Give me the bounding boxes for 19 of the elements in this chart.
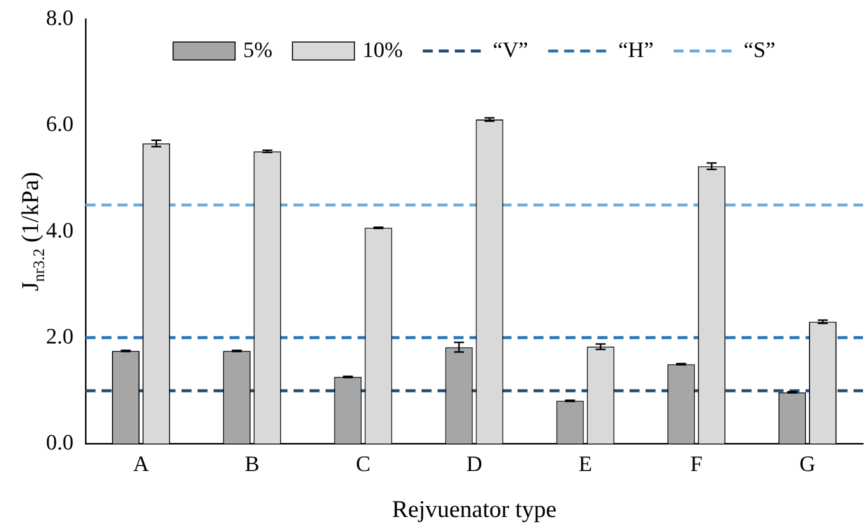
y-tick-label: 6.0 — [46, 111, 74, 136]
legend-label: 5% — [243, 36, 272, 62]
legend-label: “V” — [492, 36, 528, 62]
x-axis-title: Rejvuenator type — [392, 496, 557, 523]
legend-label: “S” — [744, 36, 776, 62]
y-tick-label: 2.0 — [46, 323, 74, 348]
y-tick-label: 4.0 — [46, 217, 74, 242]
y-tick-label: 0.0 — [46, 430, 74, 455]
legend-label: 10% — [362, 36, 403, 62]
x-tick-label: F — [690, 450, 703, 476]
x-tick-label: A — [133, 450, 150, 476]
y-axis-title: Jnr3.2 (1/kPa) — [18, 172, 48, 292]
x-tick-label: E — [578, 450, 592, 476]
x-tick-label: D — [466, 450, 482, 476]
legend-label: “H” — [618, 36, 654, 62]
x-tick-label: G — [800, 450, 816, 476]
x-tick-label: B — [244, 450, 260, 476]
y-tick-label: 8.0 — [46, 4, 74, 30]
x-tick-label: C — [356, 450, 371, 476]
